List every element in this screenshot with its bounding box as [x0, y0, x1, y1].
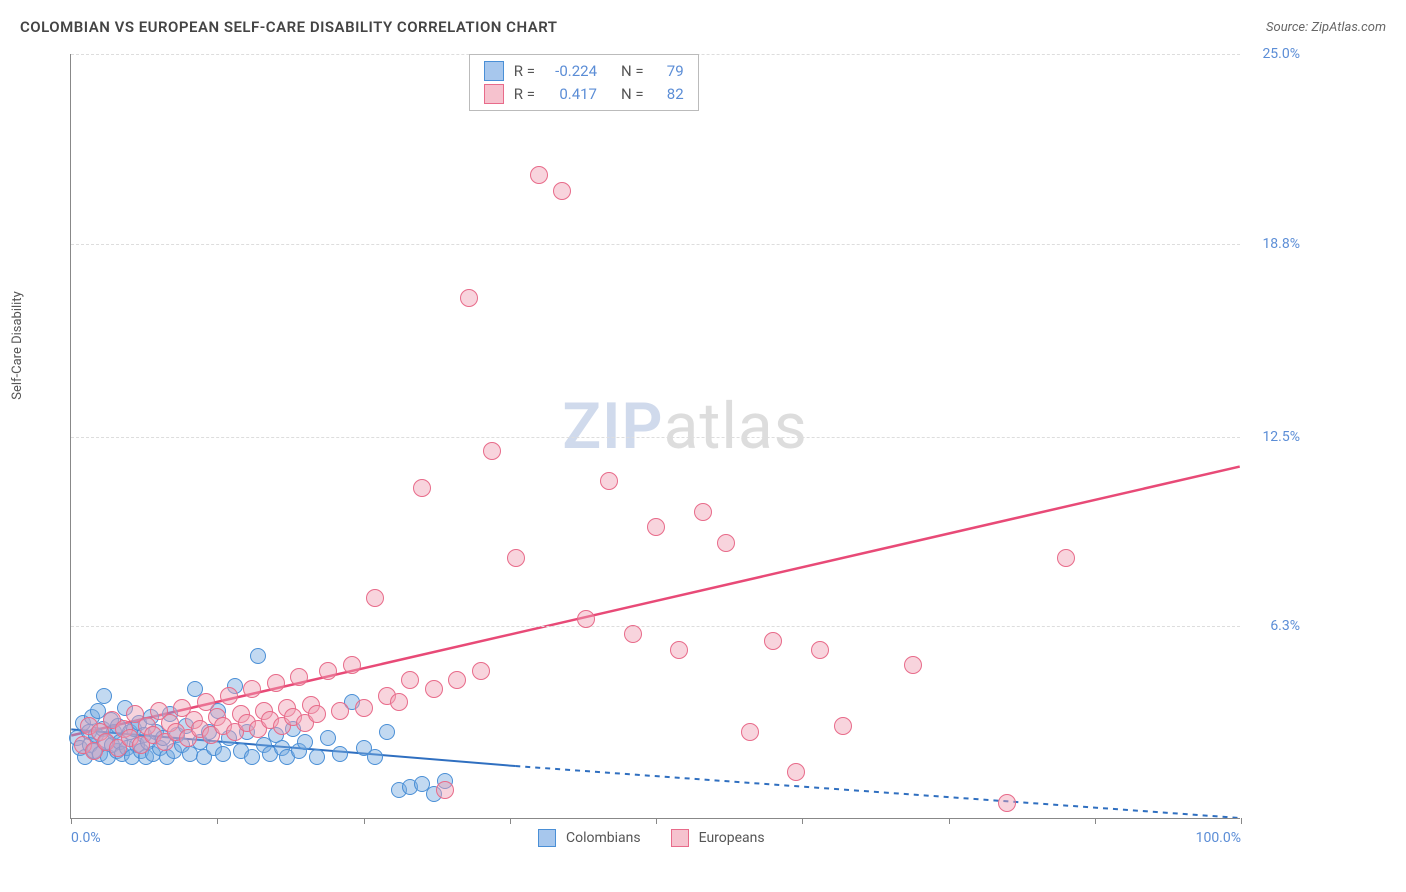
- data-point-europeans: [624, 625, 642, 643]
- data-point-europeans: [290, 668, 308, 686]
- data-point-europeans: [694, 503, 712, 521]
- data-point-colombians: [379, 724, 395, 740]
- trendline-dash-colombians: [515, 766, 1239, 818]
- r-label: R =: [514, 85, 535, 103]
- y-axis-label: Self-Care Disability: [10, 291, 25, 399]
- data-point-europeans: [355, 699, 373, 717]
- r-value: 0.417: [545, 85, 597, 103]
- series-legend-item: Colombians: [538, 829, 641, 847]
- data-point-europeans: [577, 610, 595, 628]
- n-value: 82: [654, 85, 684, 103]
- x-tick-label: 0.0%: [71, 830, 101, 846]
- stats-legend-row: R = -0.224 N = 79: [484, 61, 684, 81]
- y-tick-label: 12.5%: [1262, 429, 1300, 445]
- data-point-europeans: [811, 641, 829, 659]
- data-point-europeans: [530, 166, 548, 184]
- watermark: ZIPatlas: [562, 389, 807, 464]
- data-point-europeans: [717, 534, 735, 552]
- data-point-colombians: [244, 749, 260, 765]
- x-tick: [1241, 818, 1242, 824]
- legend-label: Colombians: [566, 830, 641, 846]
- x-tick: [949, 818, 950, 824]
- gridline: [71, 244, 1240, 245]
- data-point-europeans: [343, 656, 361, 674]
- n-value: 79: [654, 62, 684, 80]
- data-point-europeans: [834, 717, 852, 735]
- x-tick: [217, 818, 218, 824]
- data-point-colombians: [320, 730, 336, 746]
- data-point-europeans: [507, 549, 525, 567]
- y-tick-label: 6.3%: [1270, 618, 1300, 634]
- chart-title: COLOMBIAN VS EUROPEAN SELF-CARE DISABILI…: [20, 18, 558, 36]
- n-label: N =: [621, 62, 644, 80]
- data-point-europeans: [267, 674, 285, 692]
- y-tick-label: 18.8%: [1262, 236, 1300, 252]
- data-point-europeans: [319, 662, 337, 680]
- gridline: [71, 626, 1240, 627]
- data-point-europeans: [647, 518, 665, 536]
- data-point-europeans: [448, 671, 466, 689]
- data-point-europeans: [741, 723, 759, 741]
- data-point-europeans: [764, 632, 782, 650]
- y-tick-label: 25.0%: [1262, 46, 1300, 62]
- data-point-europeans: [401, 671, 419, 689]
- series-legend: Colombians Europeans: [538, 829, 765, 847]
- data-point-colombians: [215, 746, 231, 762]
- data-point-colombians: [309, 749, 325, 765]
- data-point-europeans: [483, 442, 501, 460]
- series-legend-item: Europeans: [671, 829, 765, 847]
- legend-swatch: [484, 84, 504, 104]
- chart-header: COLOMBIAN VS EUROPEAN SELF-CARE DISABILI…: [20, 18, 1386, 36]
- data-point-europeans: [425, 680, 443, 698]
- plot-region: ZIPatlas 6.3%12.5%18.8%25.0%0.0%100.0%R …: [70, 54, 1240, 819]
- r-value: -0.224: [545, 62, 597, 80]
- x-tick: [802, 818, 803, 824]
- x-tick: [71, 818, 72, 824]
- r-label: R =: [514, 62, 535, 80]
- stats-legend: R = -0.224 N = 79 R = 0.417 N = 82: [469, 54, 699, 111]
- data-point-europeans: [472, 662, 490, 680]
- n-label: N =: [621, 85, 644, 103]
- x-tick: [510, 818, 511, 824]
- data-point-europeans: [331, 702, 349, 720]
- data-point-europeans: [243, 680, 261, 698]
- data-point-colombians: [297, 734, 313, 750]
- data-point-europeans: [308, 705, 326, 723]
- data-point-colombians: [367, 749, 383, 765]
- legend-label: Europeans: [699, 830, 765, 846]
- data-point-europeans: [1057, 549, 1075, 567]
- data-point-europeans: [553, 182, 571, 200]
- data-point-europeans: [904, 656, 922, 674]
- legend-swatch: [538, 829, 556, 847]
- data-point-europeans: [366, 589, 384, 607]
- gridline: [71, 437, 1240, 438]
- x-tick-label: 100.0%: [1196, 830, 1241, 846]
- data-point-europeans: [220, 687, 238, 705]
- chart-source: Source: ZipAtlas.com: [1266, 20, 1386, 35]
- legend-swatch: [671, 829, 689, 847]
- x-tick: [364, 818, 365, 824]
- data-point-europeans: [998, 794, 1016, 812]
- data-point-colombians: [332, 746, 348, 762]
- data-point-europeans: [413, 479, 431, 497]
- data-point-europeans: [436, 781, 454, 799]
- data-point-europeans: [390, 693, 408, 711]
- x-tick: [1095, 818, 1096, 824]
- chart-area: Self-Care Disability ZIPatlas 6.3%12.5%1…: [20, 46, 1310, 861]
- data-point-europeans: [197, 693, 215, 711]
- legend-swatch: [484, 61, 504, 81]
- data-point-europeans: [670, 641, 688, 659]
- stats-legend-row: R = 0.417 N = 82: [484, 84, 684, 104]
- data-point-colombians: [96, 688, 112, 704]
- data-point-europeans: [460, 289, 478, 307]
- data-point-europeans: [787, 763, 805, 781]
- data-point-colombians: [250, 648, 266, 664]
- x-tick: [656, 818, 657, 824]
- data-point-europeans: [600, 472, 618, 490]
